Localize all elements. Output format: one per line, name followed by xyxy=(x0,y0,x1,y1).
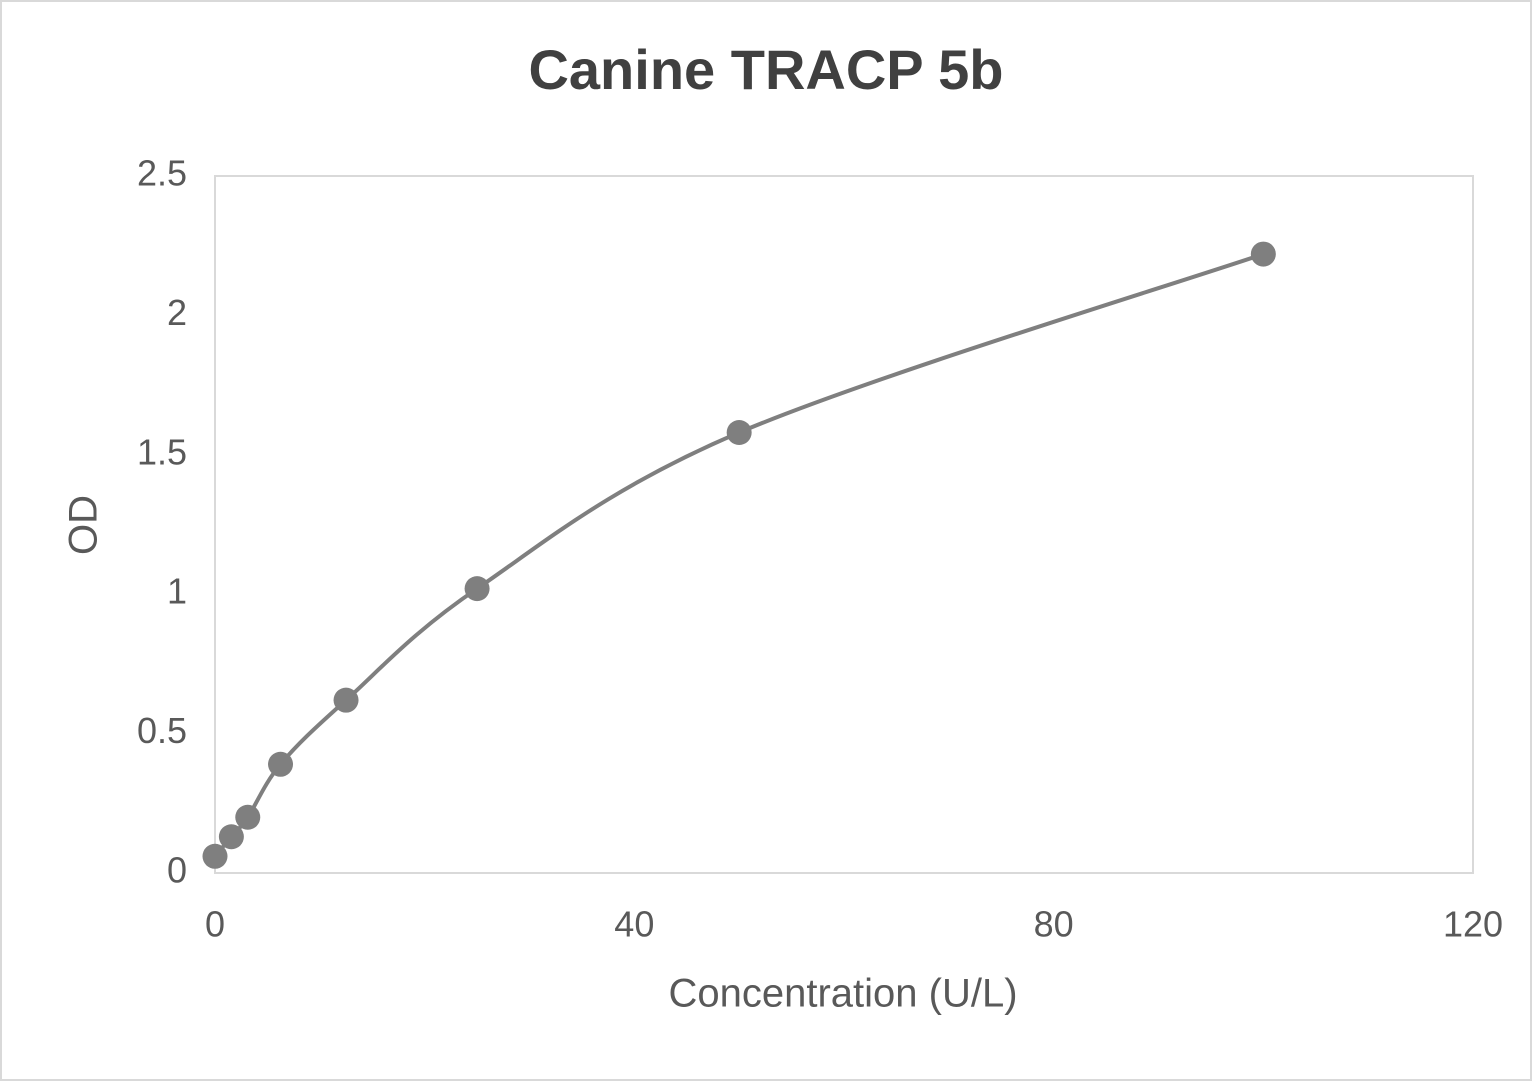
data-point xyxy=(235,804,261,830)
x-tick-label: 0 xyxy=(205,904,225,945)
data-point xyxy=(268,751,294,777)
y-tick-label: 0.5 xyxy=(137,710,187,751)
y-tick-label: 2.5 xyxy=(137,153,187,194)
x-tick-label: 80 xyxy=(1034,904,1074,945)
data-point xyxy=(726,419,752,445)
data-point xyxy=(464,576,490,602)
x-tick-label: 120 xyxy=(1443,904,1503,945)
data-point xyxy=(333,687,359,713)
x-axis-label: Concentration (U/L) xyxy=(668,972,1017,1016)
data-point xyxy=(202,843,228,869)
plot-area xyxy=(214,175,1474,874)
y-tick-label: 1.5 xyxy=(137,431,187,472)
data-point xyxy=(1250,241,1276,267)
x-tick-label: 40 xyxy=(614,904,654,945)
data-point xyxy=(218,824,244,850)
y-tick-label: 0 xyxy=(167,850,187,891)
y-tick-label: 2 xyxy=(167,292,187,333)
chart-title: Canine TRACP 5b xyxy=(528,38,1003,101)
y-axis-label: OD xyxy=(62,495,106,555)
y-tick-label: 1 xyxy=(167,571,187,612)
